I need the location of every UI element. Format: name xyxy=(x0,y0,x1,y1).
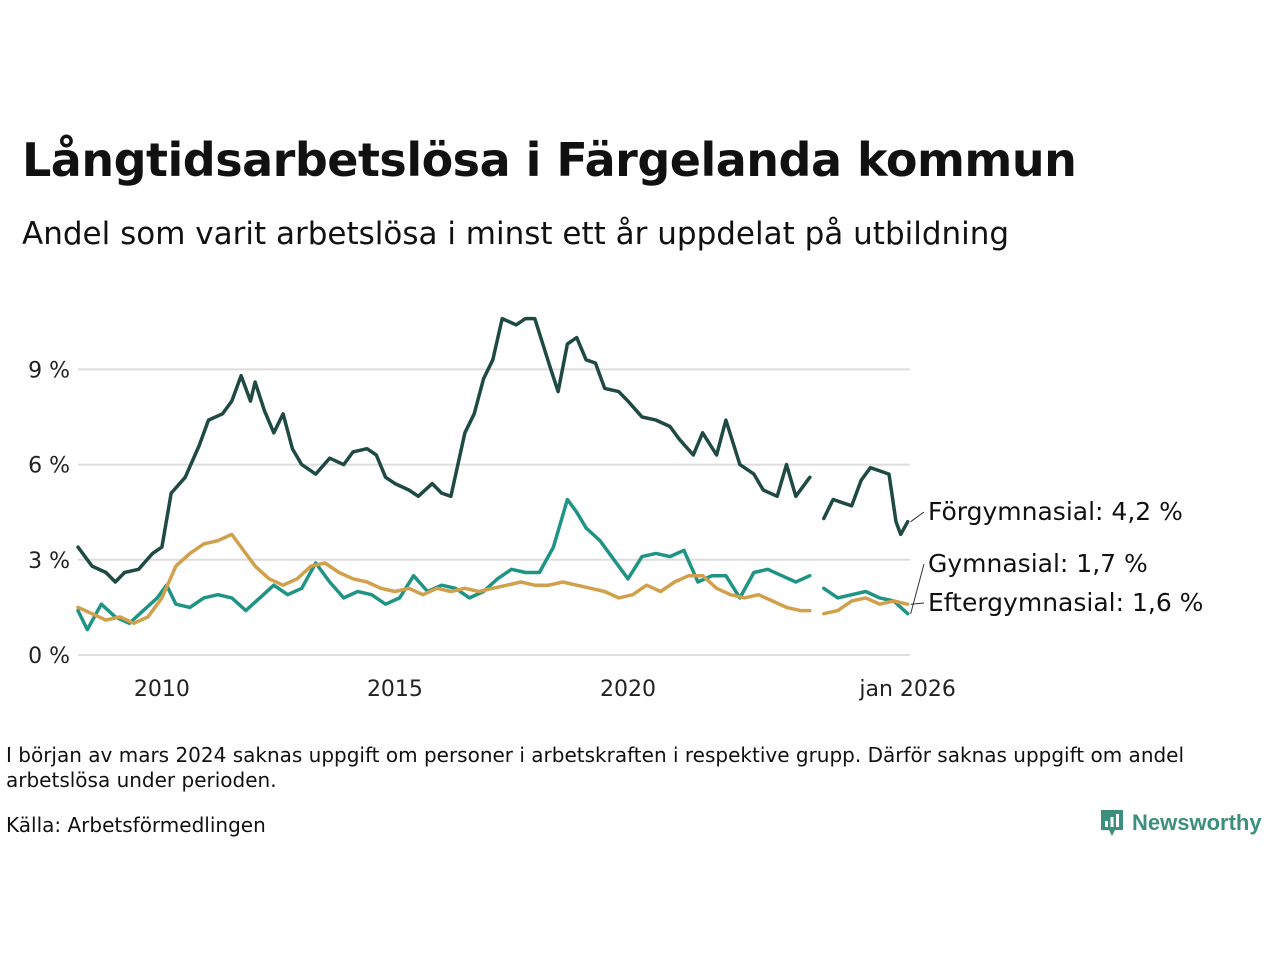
y-tick-label: 9 % xyxy=(28,358,70,383)
series-line-eftergymnasial xyxy=(822,596,910,616)
end-labels: Förgymnasial: 4,2 % Gymnasial: 1,7 % Efter… xyxy=(910,497,1203,617)
y-tick-label: 0 % xyxy=(28,644,70,669)
label-leader xyxy=(910,511,925,523)
label-leader xyxy=(910,602,925,605)
y-tick-label: 6 % xyxy=(28,454,70,479)
series-lines xyxy=(76,316,910,632)
series-line-eftergymnasial xyxy=(76,532,812,626)
series-line-förgymnasial xyxy=(822,465,910,537)
x-tick-label: 2020 xyxy=(600,677,656,702)
source-text: Källa: Arbetsförmedlingen xyxy=(6,813,266,837)
footnote: I början av mars 2024 saknas uppgift om … xyxy=(6,743,1185,792)
y-tick-label: 3 % xyxy=(28,549,70,574)
x-axis-ticks: 2010 2015 2020 jan 2026 xyxy=(134,677,956,702)
label-leader xyxy=(910,563,925,614)
x-tick-label: 2010 xyxy=(134,677,190,702)
gridlines xyxy=(78,368,910,656)
chart-title: Långtidsarbetslösa i Färgelanda kommun xyxy=(22,133,1077,187)
brand-logo[interactable]: Newsworthy xyxy=(1099,808,1262,838)
end-label-gymnasial: Gymnasial: 1,7 % xyxy=(928,549,1148,578)
end-label-eftergymnasial: Eftergymnasial: 1,6 % xyxy=(928,588,1203,617)
series-line-förgymnasial xyxy=(76,316,812,584)
chart-subtitle: Andel som varit arbetslösa i minst ett å… xyxy=(22,216,1010,252)
x-tick-label: jan 2026 xyxy=(858,677,956,702)
brand-name: Newsworthy xyxy=(1132,810,1262,835)
bar-chart-icon xyxy=(1101,810,1123,836)
x-tick-label: 2015 xyxy=(367,677,423,702)
y-axis-ticks: 0 % 3 % 6 % 9 % xyxy=(28,358,70,669)
end-label-förgymnasial: Förgymnasial: 4,2 % xyxy=(928,497,1183,526)
series-line-gymnasial xyxy=(76,497,812,632)
